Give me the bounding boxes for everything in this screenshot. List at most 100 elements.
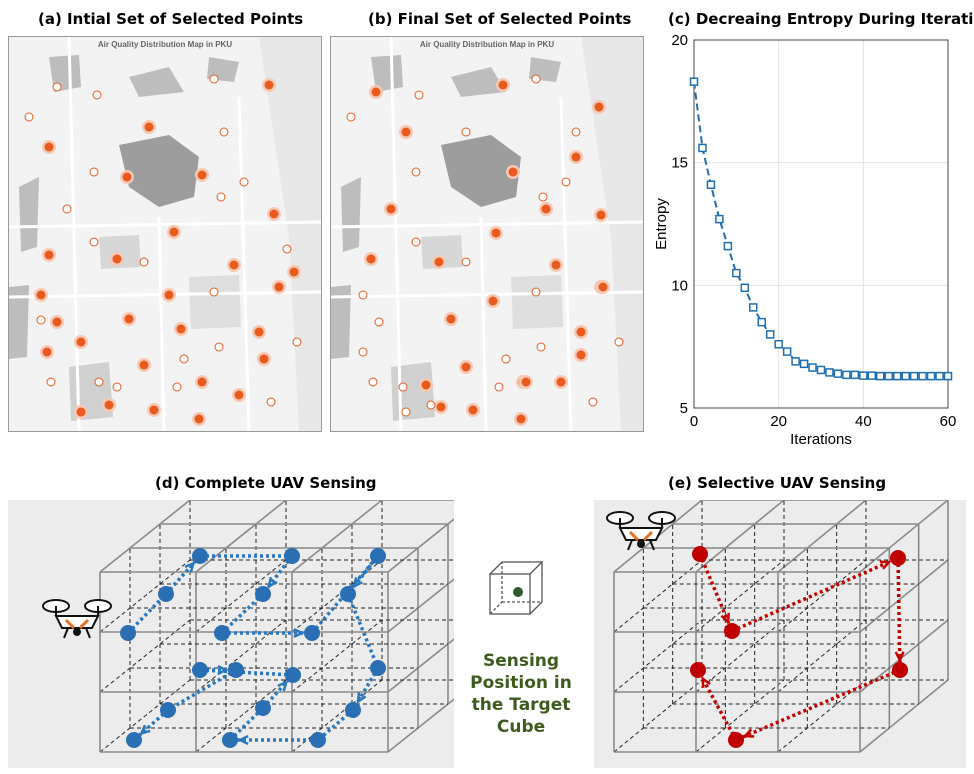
entropy-point (816, 365, 826, 375)
selected-point (269, 209, 279, 219)
entropy-point (901, 371, 910, 381)
cube-edge (291, 559, 383, 633)
x-tick-label: 40 (855, 413, 872, 430)
cube-edge (99, 619, 191, 693)
entropy-point (859, 371, 868, 380)
selected-point (229, 260, 239, 270)
candidate-point (172, 382, 182, 392)
path-segment (346, 593, 380, 669)
sensing-node (310, 732, 326, 748)
drone-camera (73, 628, 81, 636)
selected-point (254, 327, 264, 337)
sensing-node (690, 662, 706, 678)
selected-point (576, 350, 586, 360)
candidate-point (561, 177, 571, 187)
candidate-point (52, 82, 62, 92)
candidate-point (62, 204, 72, 214)
path-segment (351, 667, 380, 711)
path-segment (346, 554, 380, 596)
candidate-point (92, 90, 102, 100)
selected-point (104, 400, 114, 410)
grid-cube (99, 499, 479, 753)
path-segment (696, 669, 738, 741)
path-arrowhead (277, 680, 289, 692)
selected-point (551, 260, 561, 270)
uav-path (120, 548, 386, 748)
candidate-point (368, 377, 378, 387)
caption-line: Position in (470, 673, 572, 693)
entropy-point (943, 371, 953, 381)
entropy-point (749, 303, 758, 312)
entropy-point (842, 370, 851, 380)
candidate-point (461, 257, 471, 267)
sensing-node (255, 586, 271, 602)
selected-point (434, 257, 444, 267)
drone-camera (637, 540, 645, 548)
x-axis-label: Iterations (790, 431, 852, 448)
caption-line: the Target (471, 695, 571, 715)
candidate-point (531, 287, 541, 297)
sensing-node (370, 660, 386, 676)
selected-point (274, 282, 284, 292)
plot-frame (693, 39, 949, 409)
entropy-point (706, 180, 716, 189)
candidate-point (209, 74, 219, 84)
candidate-point (614, 337, 624, 347)
entropy-point (918, 371, 927, 381)
selected-point (42, 347, 52, 357)
candidate-point (531, 74, 541, 84)
candidate-point (374, 317, 384, 327)
sensing-node (228, 662, 244, 678)
entropy-point (791, 357, 800, 366)
y-tick-label: 15 (671, 155, 688, 172)
candidate-point (179, 354, 189, 364)
candidate-point (89, 237, 99, 247)
path-arrowhead (701, 676, 711, 688)
candidate-point (214, 342, 224, 352)
cube-edge (859, 559, 949, 633)
entropy-point (723, 241, 733, 251)
path-arrowhead (879, 560, 892, 570)
cube-edge (99, 679, 191, 753)
selected-point (169, 227, 179, 237)
selected-point (149, 405, 159, 415)
cube-edge (777, 559, 867, 633)
selective-sensing-svg (606, 499, 949, 753)
sensing-node (284, 548, 300, 564)
sensing-node (160, 702, 176, 718)
selected-point (598, 282, 608, 292)
cube-edge (195, 559, 287, 633)
path-segment (731, 556, 899, 633)
cube-edge (777, 619, 867, 693)
entropy-point (799, 359, 809, 369)
cube-edge (195, 619, 287, 693)
cube-edge (777, 499, 867, 573)
caption-line: Sensing (482, 651, 560, 671)
candidate-point (89, 167, 99, 177)
candidate-point (414, 90, 424, 100)
path-arrowhead (356, 692, 367, 704)
entropy-point (825, 368, 834, 377)
x-tick-label: 20 (770, 413, 787, 430)
selected-point (516, 414, 526, 424)
entropy-point (808, 363, 817, 372)
selected-point (197, 170, 207, 180)
candidate-point (346, 112, 356, 122)
path-arrowhead (217, 664, 229, 676)
path-segment (126, 592, 168, 635)
cube-edge (195, 499, 287, 573)
sensing-position-marker (513, 587, 523, 597)
entropy-point (926, 371, 936, 381)
sensing-node (255, 700, 271, 716)
cube-edge (291, 679, 383, 753)
selected-point (259, 354, 269, 364)
cube-edge (859, 499, 949, 573)
selected-point (446, 314, 456, 324)
panel-a-title: (a) Intial Set of Selected Points (38, 10, 304, 28)
selected-point (139, 360, 149, 370)
candidate-point (411, 237, 421, 247)
panel-d-title: (d) Complete UAV Sensing (155, 474, 377, 492)
candidate-point (219, 127, 229, 137)
entropy-point (689, 77, 699, 86)
map-features (9, 37, 321, 431)
